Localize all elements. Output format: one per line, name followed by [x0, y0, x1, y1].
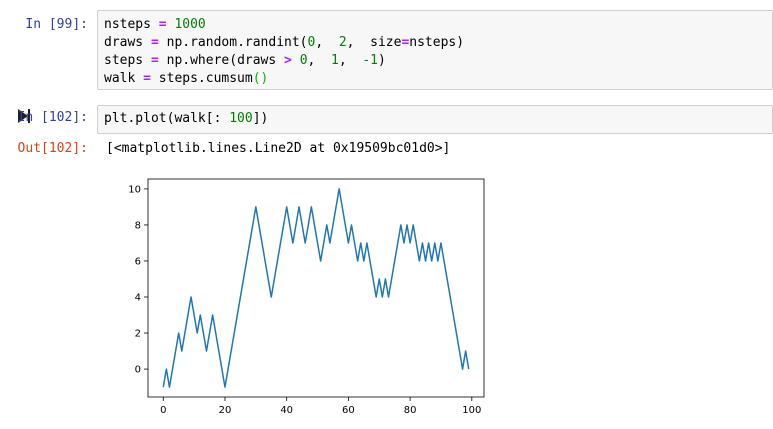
code-editor[interactable]: plt.plot(walk[: 100])	[97, 105, 773, 134]
x-tick-label: 40	[280, 405, 293, 416]
code-token: =	[401, 35, 410, 50]
input-prompt: In [99]:	[25, 17, 88, 32]
code-token: 1000	[174, 17, 206, 32]
code-token: walk	[104, 71, 144, 86]
code-line: steps = np.where(draws > 0, 1, -1)	[104, 52, 766, 70]
y-tick-label: 2	[135, 329, 141, 340]
code-token: ()	[252, 71, 269, 86]
series-line	[162, 188, 470, 388]
output-prompt: Out[102]:	[17, 141, 88, 156]
axes-frame	[147, 178, 485, 398]
input-prompt: In [102]:	[17, 110, 88, 125]
code-token: , size	[346, 35, 402, 50]
x-tick-label: 80	[404, 405, 417, 416]
code-token: 2	[338, 35, 347, 50]
code-token	[292, 53, 300, 68]
code-token: 100	[229, 111, 253, 126]
x-tick-label: 20	[219, 405, 232, 416]
x-tick-label: 100	[462, 405, 481, 416]
code-token: =	[150, 35, 159, 50]
plot-svg: 0 20 40 60 80 100 0 2 4 6 8 10	[128, 178, 485, 416]
code-token: ,	[307, 53, 331, 68]
code-line: walk = steps.cumsum()	[104, 70, 766, 88]
y-tick-label: 4	[135, 293, 141, 304]
code-token: =	[143, 71, 151, 86]
code-token: >	[284, 53, 292, 68]
y-tick-label: 6	[135, 256, 141, 267]
x-tick-label: 60	[342, 405, 355, 416]
code-token: 0	[299, 53, 308, 68]
y-tick-label: 8	[135, 220, 141, 231]
code-token: =	[158, 17, 167, 32]
code-token: draws	[104, 35, 151, 50]
y-tick-label: 0	[135, 365, 141, 376]
x-tick-label: 0	[160, 405, 166, 416]
code-editor[interactable]: nsteps = 1000 draws = np.random.randint(0…	[97, 10, 773, 90]
code-token: np.where(draws	[158, 53, 285, 68]
line-plot: 0 20 40 60 80 100 0 2 4 6 8 10	[110, 170, 510, 420]
output-text: [<matplotlib.lines.Line2D at 0x19509bc01…	[106, 141, 451, 156]
code-token: -1	[362, 53, 378, 68]
code-line: plt.plot(walk[: 100])	[104, 110, 766, 128]
code-line: nsteps = 1000	[104, 16, 766, 34]
code-cell-2[interactable]: In [102]: plt.plot(walk[: 100]) Out[102]…	[0, 105, 773, 425]
code-token: ])	[252, 111, 269, 126]
code-token: =	[150, 53, 159, 68]
code-cell-1[interactable]: In [99]: nsteps = 1000 draws = np.random.…	[0, 10, 773, 92]
code-token: steps	[104, 53, 151, 68]
code-token: nsteps	[104, 17, 159, 32]
code-token: plt.plot(walk[:	[104, 111, 230, 126]
code-line: draws = np.random.randint(0, 2, size=nst…	[104, 34, 766, 52]
code-token: 1	[331, 53, 339, 68]
code-token: nsteps)	[409, 35, 465, 50]
code-token: steps.cumsum	[150, 71, 253, 86]
y-tick-label: 10	[128, 184, 141, 195]
code-token: np.random.randint(	[158, 35, 308, 50]
code-token: 0	[307, 35, 316, 50]
run-cell-icon[interactable]	[18, 109, 30, 123]
code-token: ,	[338, 53, 363, 68]
code-token: ,	[315, 35, 339, 50]
code-token: )	[377, 53, 386, 68]
